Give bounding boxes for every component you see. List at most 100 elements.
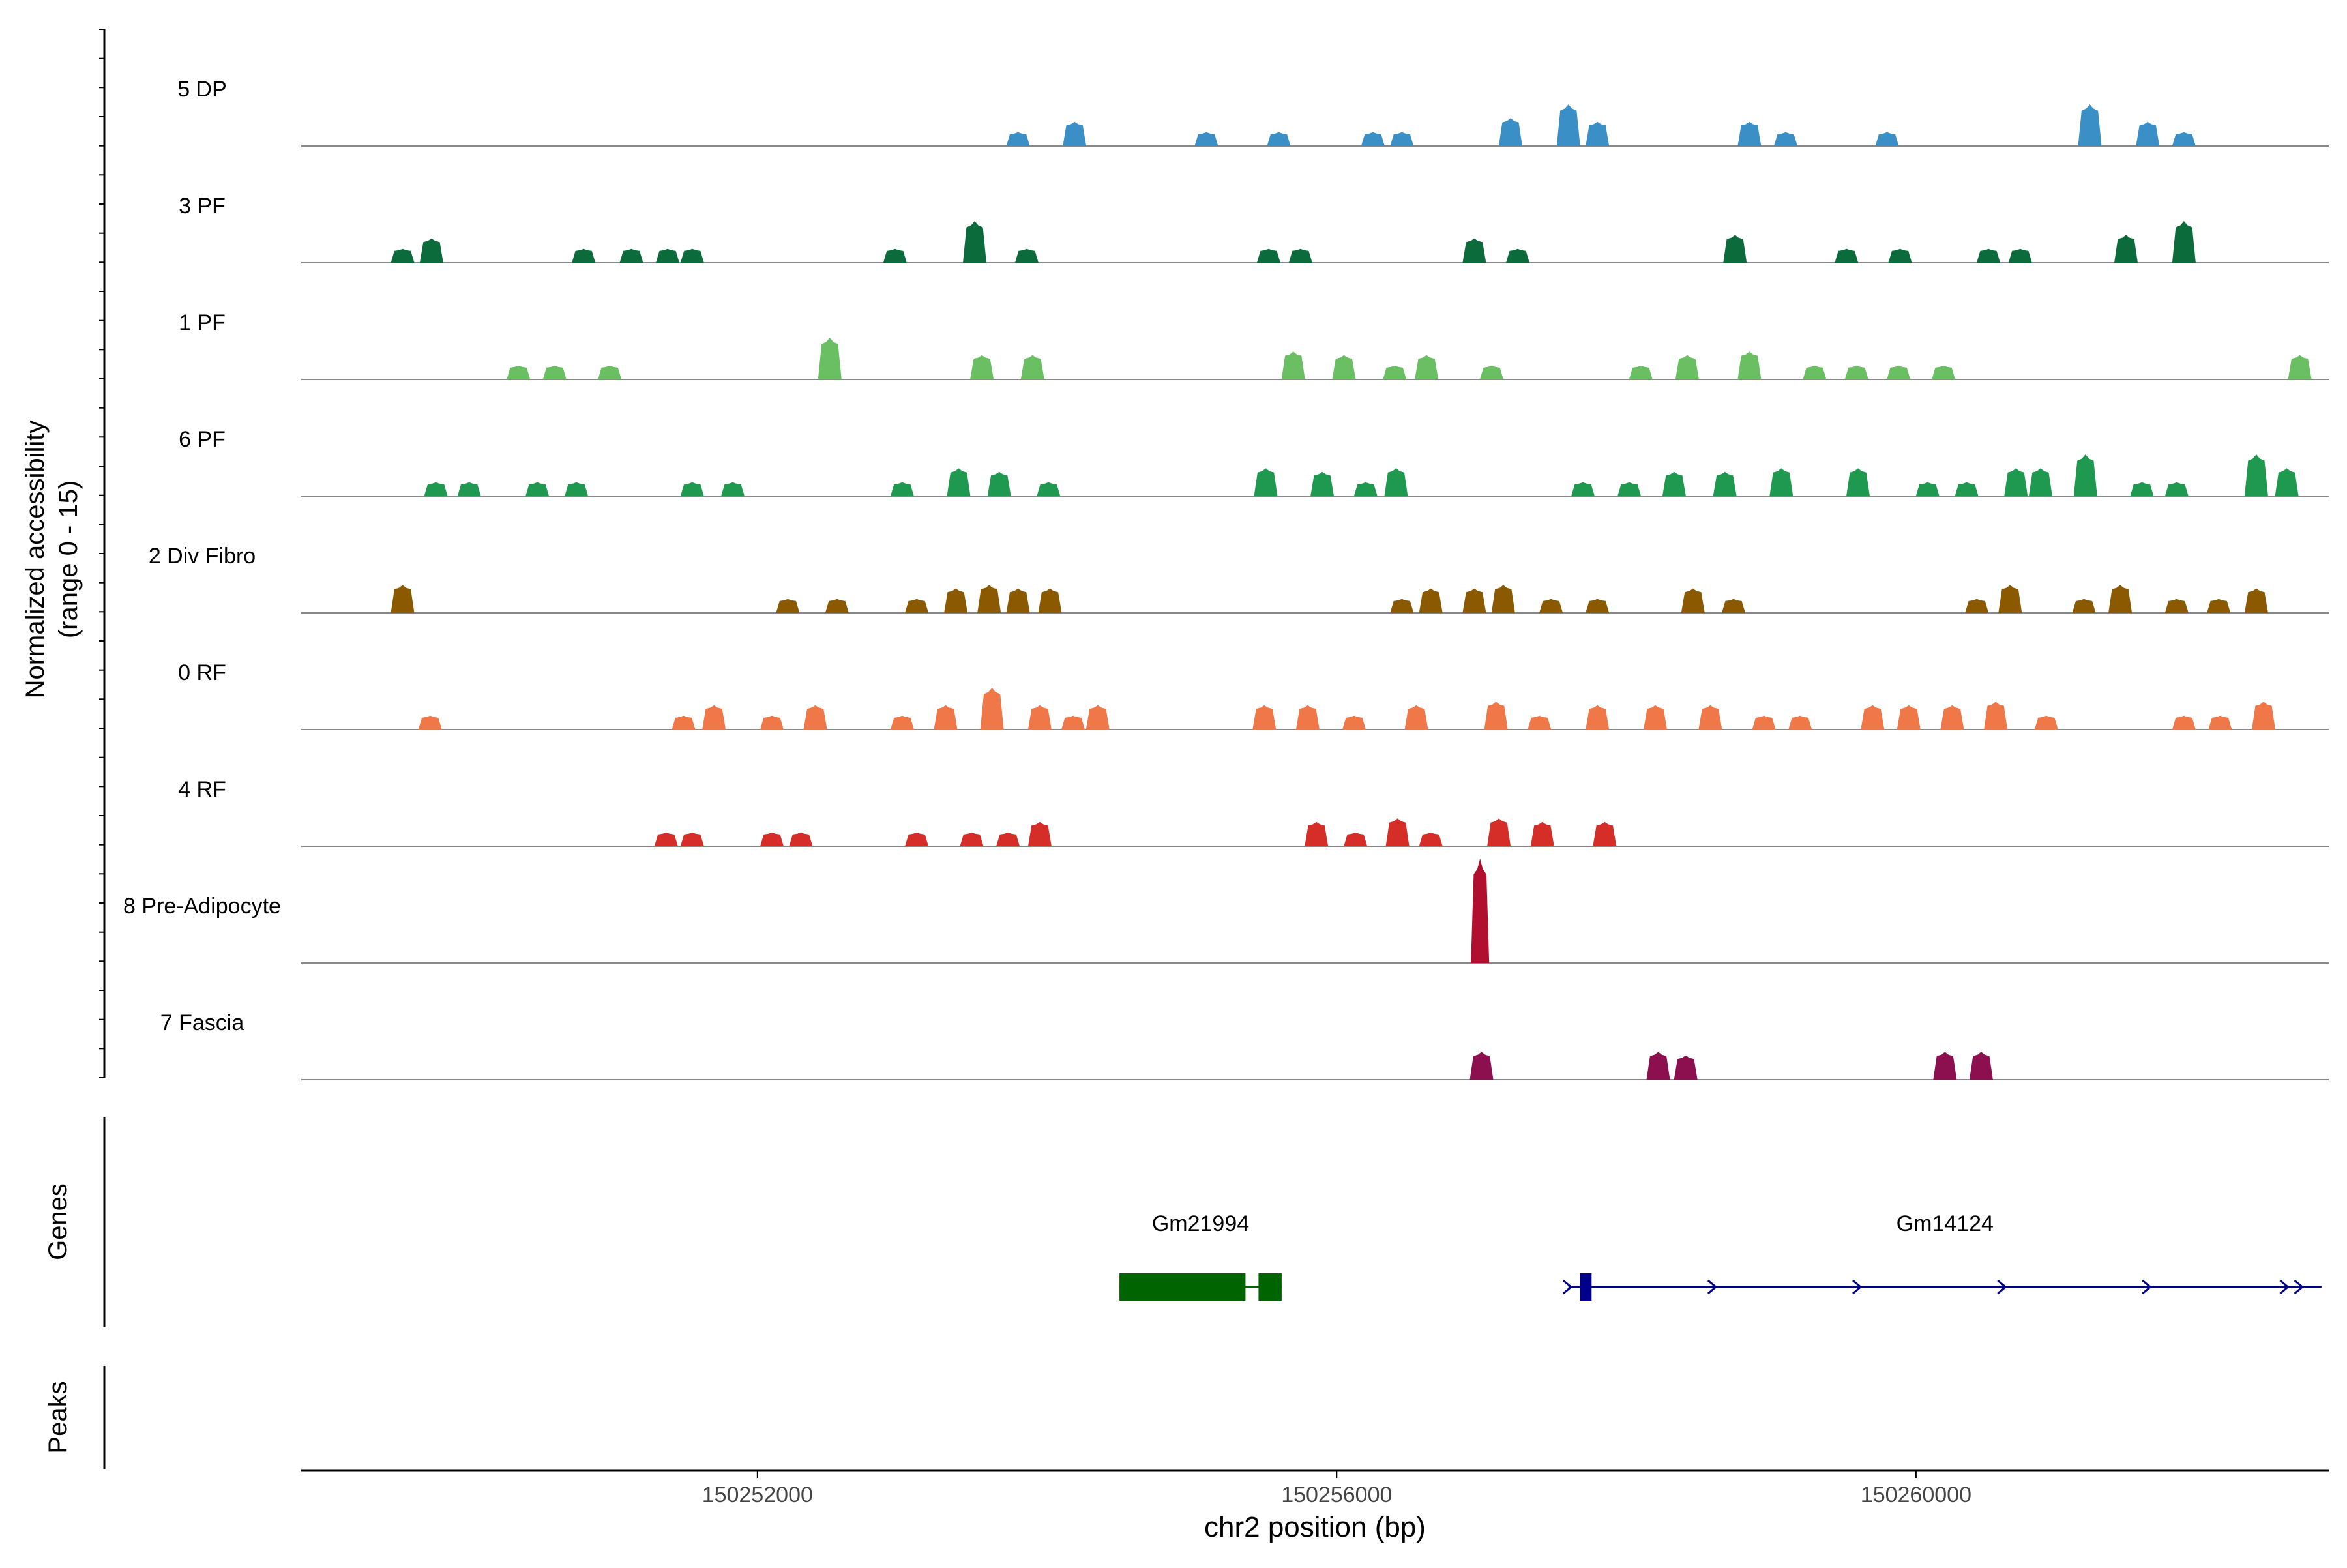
- coverage-peak: [654, 832, 678, 846]
- coverage-peak: [507, 365, 531, 379]
- coverage-peak: [1006, 588, 1030, 613]
- coverage-peak: [934, 705, 958, 730]
- coverage-peak: [1846, 468, 1870, 496]
- strand-arrow: [2279, 1279, 2290, 1295]
- coverage-peak: [1528, 715, 1552, 730]
- coverage-peak: [656, 248, 679, 263]
- genes-panel-title: Genes: [44, 1183, 72, 1260]
- coverage-peak: [1915, 482, 1940, 496]
- coverage-peak: [1788, 715, 1812, 730]
- coverage-peak: [1006, 132, 1030, 146]
- peaks-panel-title: Peaks: [44, 1381, 72, 1453]
- coverage-peak: [1384, 468, 1408, 496]
- strand-arrow: [1707, 1279, 1718, 1295]
- coverage-peak: [1471, 859, 1490, 963]
- coverage-peak: [1390, 132, 1414, 146]
- coverage-peak: [2008, 248, 2032, 263]
- coverage-peak: [818, 338, 842, 379]
- coverage-peak: [2275, 468, 2299, 496]
- coverage-peak: [1737, 121, 1762, 146]
- coverage-peak: [457, 482, 481, 496]
- coverage-peak: [1480, 365, 1503, 379]
- coverage-peak: [1752, 715, 1776, 730]
- track-1-pf: 1 PF: [179, 310, 2329, 380]
- coverage-peak: [944, 588, 968, 613]
- coverage-peak: [1332, 355, 1356, 379]
- coverage-peak: [1940, 705, 1964, 730]
- coverage-peak: [1933, 1052, 1957, 1080]
- coverage-peak: [1462, 238, 1486, 263]
- coverage-peak: [1646, 1052, 1670, 1080]
- coverage-peak: [1014, 248, 1039, 263]
- strand-arrow: [1562, 1279, 1573, 1295]
- coverage-peak: [2288, 355, 2312, 379]
- coverage-peak: [1487, 818, 1511, 846]
- coverage-peak: [1722, 599, 1745, 613]
- coverage-peak: [996, 832, 1020, 846]
- track-6-pf: 6 PF: [179, 427, 2329, 497]
- coverage-peak: [721, 482, 745, 496]
- coverage-peak: [2130, 482, 2154, 496]
- coverage-peak: [1769, 468, 1793, 496]
- coverage-peak: [1038, 588, 1062, 613]
- coverage-peak: [1617, 482, 1642, 496]
- coverage-peak: [2114, 235, 2138, 263]
- coverage-peak: [1061, 715, 1085, 730]
- coverage-peak: [776, 599, 800, 613]
- coverage-peak: [1361, 132, 1385, 146]
- track-label: 3 PF: [179, 194, 226, 218]
- coverage-peak: [825, 599, 849, 613]
- coverage-peak: [542, 365, 567, 379]
- coverage-peak: [960, 832, 984, 846]
- coverage-peak: [1254, 468, 1278, 496]
- coverage-peak: [1404, 705, 1428, 730]
- coverage-peak: [1675, 355, 1699, 379]
- coverage-peak: [1415, 355, 1439, 379]
- coverage-peak: [1295, 705, 1320, 730]
- coverage-peak: [1875, 132, 1899, 146]
- coverage-peak: [1932, 365, 1956, 379]
- x-axis-title: chr2 position (bp): [1204, 1511, 1426, 1543]
- coverage-peak: [418, 715, 442, 730]
- coverage-peak: [702, 705, 726, 730]
- coverage-peak: [672, 715, 696, 730]
- coverage-peak: [970, 355, 994, 379]
- coverage-peak: [1644, 705, 1667, 730]
- coverage-peak: [1586, 121, 1610, 146]
- coverage-peak: [1774, 132, 1797, 146]
- coverage-peak: [1390, 599, 1414, 613]
- coverage-peak: [565, 482, 589, 496]
- coverage-peak: [2207, 599, 2231, 613]
- coverage-peak: [789, 832, 813, 846]
- coverage-peak: [2244, 454, 2268, 496]
- coverage-peak: [1803, 365, 1827, 379]
- coverage-peak: [680, 832, 704, 846]
- coverage-peak: [1955, 482, 1979, 496]
- track-label: 6 PF: [179, 427, 226, 452]
- track-3-pf: 3 PF: [179, 194, 2329, 263]
- coverage-peak: [1698, 705, 1722, 730]
- track-7-fascia: 7 Fascia: [160, 1011, 2329, 1080]
- track-4-rf: 4 RF: [178, 777, 2329, 847]
- coverage-peak: [2172, 132, 2196, 146]
- coverage-peak: [1984, 702, 2008, 730]
- coverage-peak: [1385, 818, 1410, 846]
- coverage-peak: [905, 599, 929, 613]
- coverage-peak: [2034, 715, 2058, 730]
- track-label: 8 Pre-Adipocyte: [123, 894, 281, 919]
- coverage-peak: [1256, 248, 1280, 263]
- coverage-peak: [1662, 471, 1686, 496]
- y-axis-title: Normalized accessibility: [21, 421, 50, 699]
- track-0-rf: 0 RF: [178, 660, 2329, 730]
- coverage-peak: [1342, 715, 1366, 730]
- coverage-peak: [883, 248, 907, 263]
- track-8-pre-adipocyte: 8 Pre-Adipocyte: [123, 859, 2329, 964]
- coverage-peak: [1681, 588, 1705, 613]
- coverage-peak: [424, 482, 448, 496]
- track-2-div-fibro: 2 Div Fibro: [149, 544, 2329, 614]
- coverage-peak: [419, 238, 443, 263]
- coverage-peak: [1194, 132, 1218, 146]
- coverage-peak: [619, 248, 643, 263]
- coverage-peak: [1586, 705, 1610, 730]
